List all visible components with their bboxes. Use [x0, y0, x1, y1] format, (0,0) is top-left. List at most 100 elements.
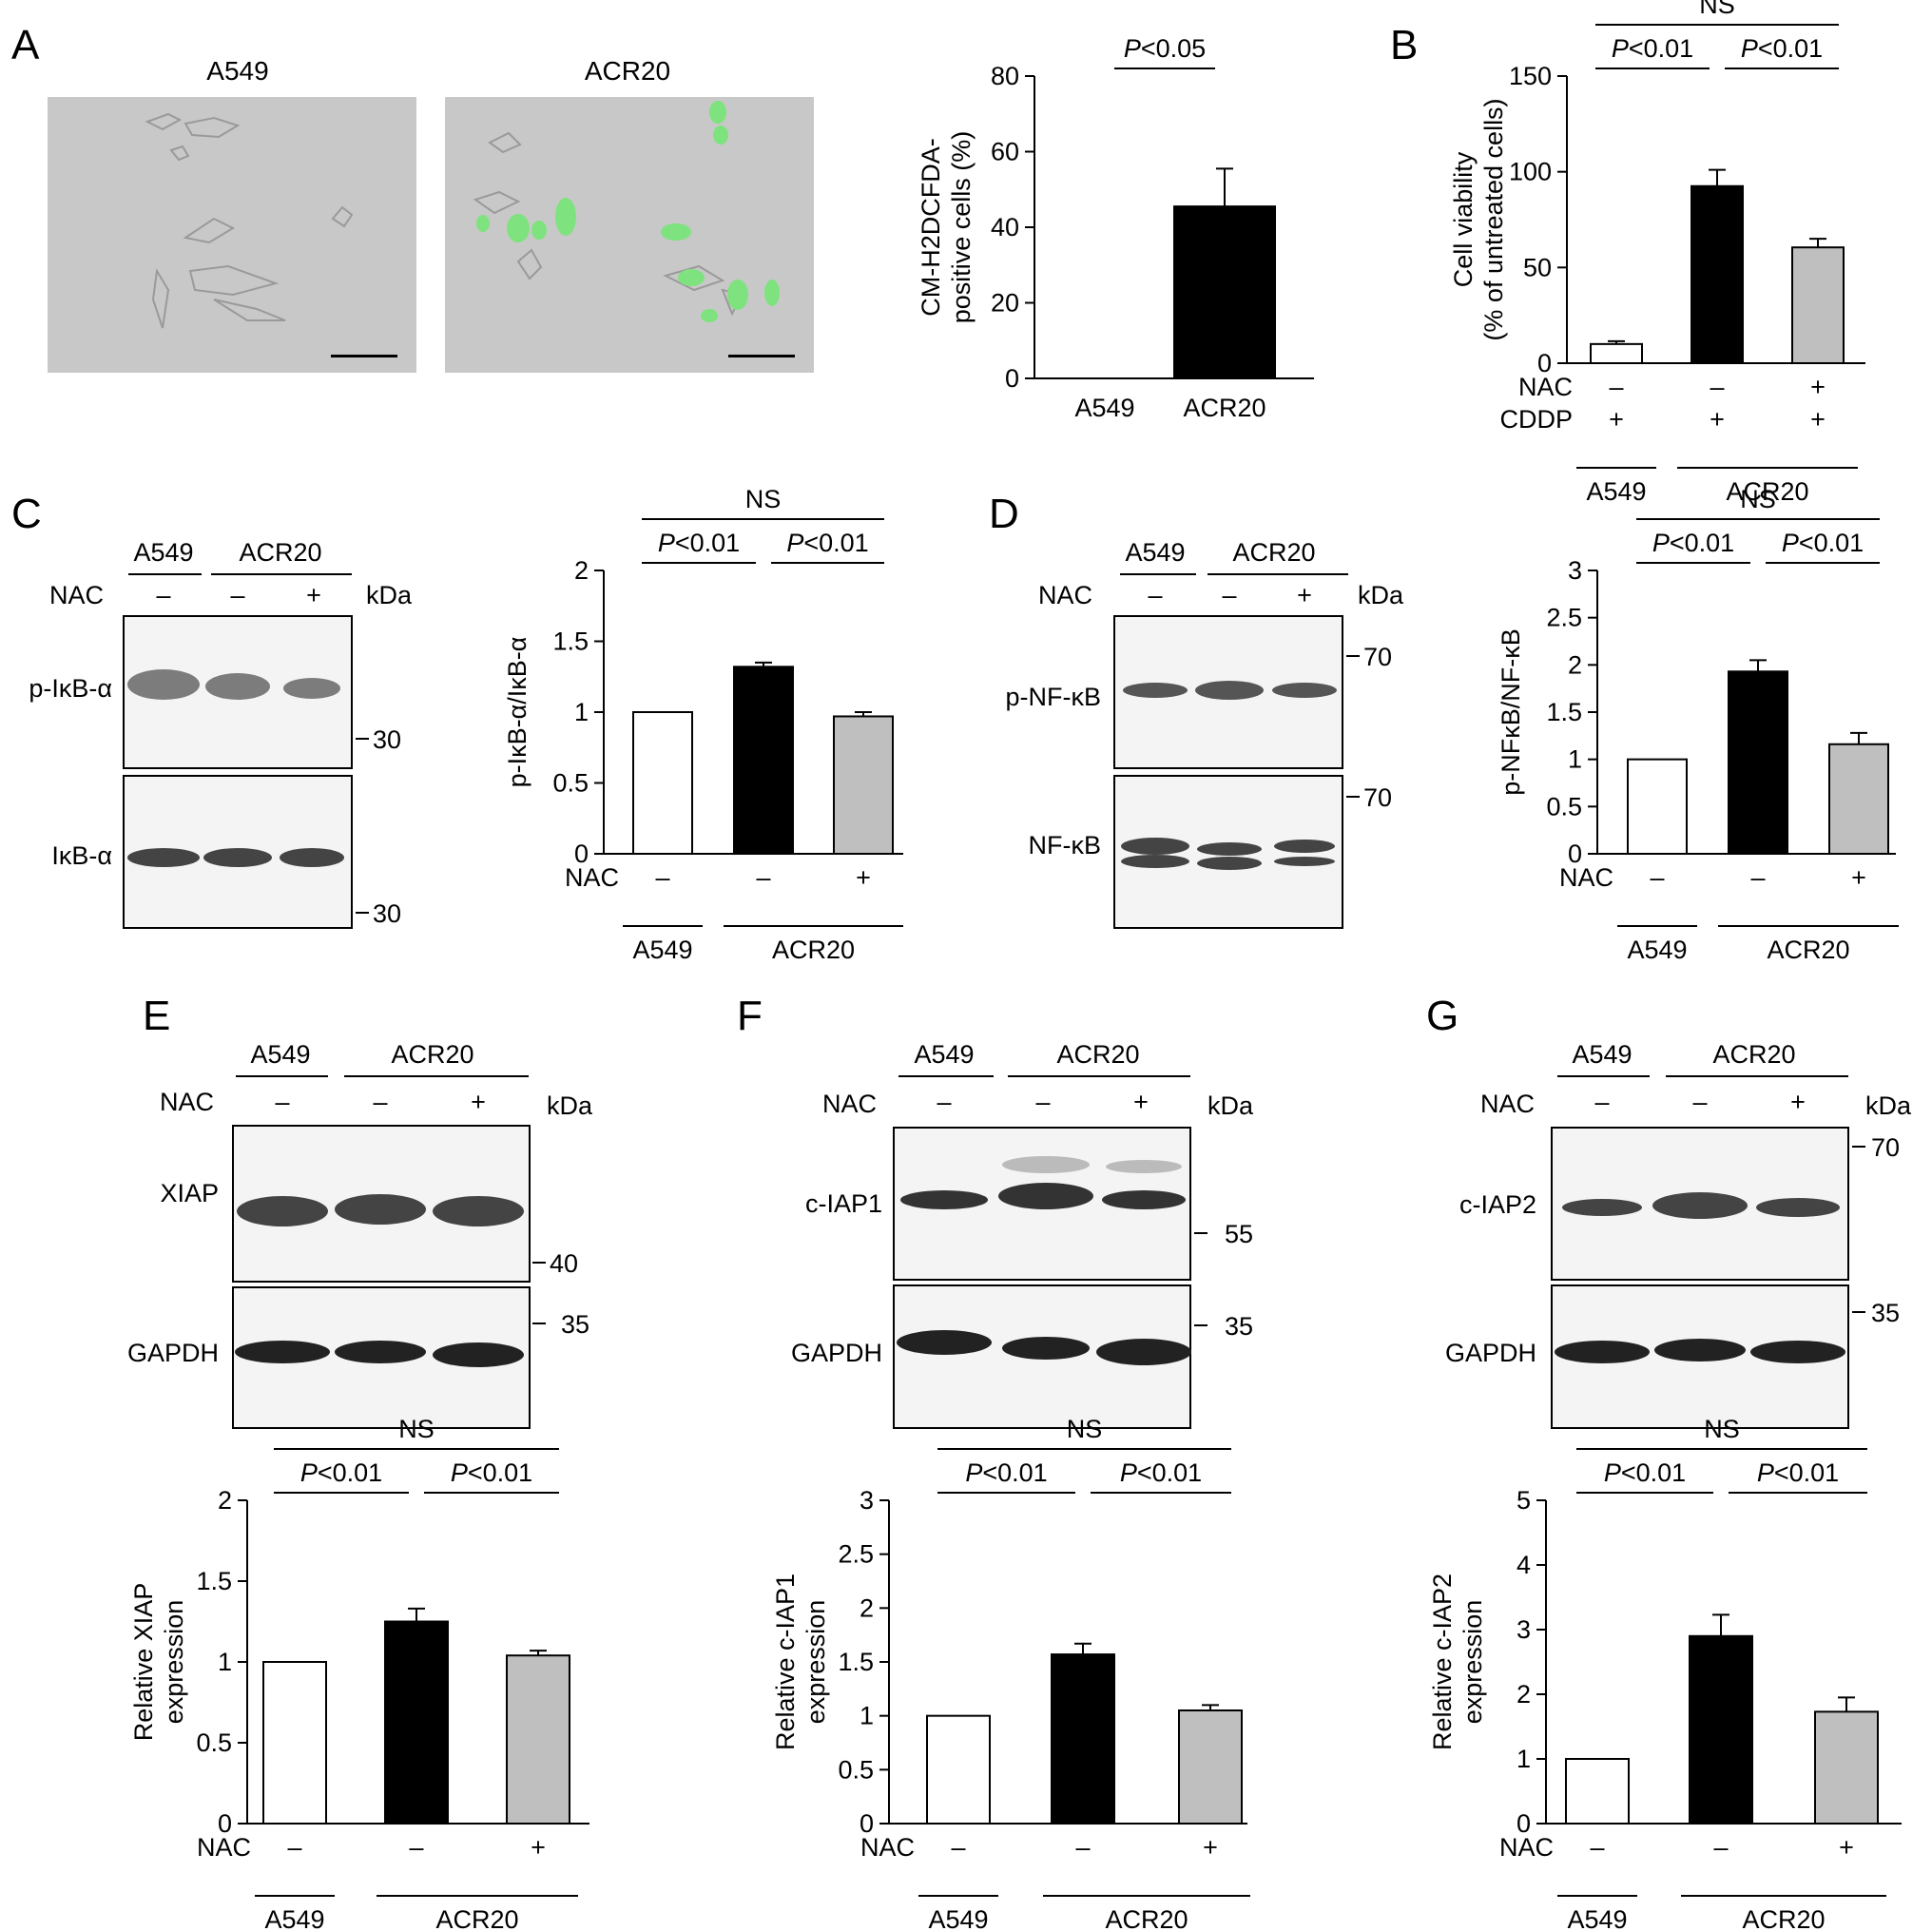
significance-label: P<0.01 — [1652, 529, 1734, 557]
blot-marker: 70 — [1871, 1133, 1900, 1162]
blot-lane-minus: – — [1594, 1088, 1609, 1116]
group-label: ACR20 — [1742, 1905, 1825, 1931]
blot-lane-minus: – — [1692, 1088, 1707, 1116]
significance-label: P<0.01 — [1782, 529, 1864, 557]
blot-panel-d: A549 ACR20 NAC – – + kDa p-NF-κB NF-κB 7… — [1006, 538, 1404, 929]
y-tick-label: 3 — [1568, 556, 1582, 585]
bar — [1791, 246, 1845, 364]
treatment-label: NAC — [1559, 863, 1613, 892]
y-tick-label: 60 — [991, 138, 1019, 166]
bar — [506, 1654, 570, 1825]
y-axis-label: Cell viability(% of untreated cells) — [1449, 98, 1508, 340]
treatment-value: – — [951, 1833, 965, 1862]
y-tick-label: 1.5 — [838, 1648, 874, 1676]
y-tick-label: 3 — [1517, 1615, 1531, 1644]
blot-kda-label: kDa — [547, 1091, 593, 1120]
y-axis-label: CM-H2DCFDA-positive cells (%) — [917, 131, 976, 324]
blot-panel-e: A549 ACR20 NAC – – + kDa XIAP GAPDH 40 3… — [127, 1040, 593, 1429]
blot-row-label: GAPDH — [127, 1339, 219, 1367]
group-label: A549 — [1586, 477, 1646, 506]
fluorescence-overlay-micrograph-icon — [445, 97, 814, 373]
treatment-label: NAC — [197, 1833, 251, 1862]
y-axis-label: Relative XIAPexpression — [129, 1583, 188, 1742]
y-tick-label: 2 — [574, 556, 589, 585]
blot-lane-minus: – — [230, 581, 244, 609]
treatment-value: + — [1810, 373, 1826, 401]
y-tick-label: 0 — [1568, 840, 1582, 868]
y-axis-label: p-NFκB/NF-κB — [1497, 628, 1525, 796]
y-tick-label: 0.5 — [1546, 792, 1582, 821]
blot-lane-plus: + — [471, 1088, 486, 1116]
y-tick-label: 0.5 — [196, 1728, 232, 1757]
blot-lane-minus: – — [373, 1088, 387, 1116]
blot-nac-label: NAC — [822, 1090, 877, 1118]
treatment-value: + — [856, 863, 871, 892]
blot-lane-minus: – — [937, 1088, 951, 1116]
y-tick-label: 1 — [218, 1648, 232, 1676]
significance-label: P<0.01 — [1120, 1458, 1202, 1487]
y-tick-label: 0.5 — [838, 1755, 874, 1784]
treatment-label: NAC — [1499, 1833, 1554, 1862]
y-tick-label: 4 — [1517, 1551, 1531, 1579]
y-tick-label: 3 — [860, 1486, 874, 1515]
micrograph-a549-label: A549 — [206, 56, 268, 86]
significance-label: NS — [745, 485, 782, 513]
significance-label: P<0.01 — [300, 1458, 382, 1487]
chart-a: 0 20 40 60 80 CM-H2DCFDA-positive cells (%) P<… — [917, 34, 1314, 422]
blot-panel-c: A549 ACR20 NAC – – + kDa p-IκB-α IκB-α 3… — [29, 538, 413, 929]
blot-lane-plus: + — [1297, 581, 1312, 609]
blot-lane-minus: – — [1148, 581, 1162, 609]
bar — [833, 715, 894, 855]
y-tick-label: 1 — [1568, 745, 1582, 774]
bar — [262, 1661, 327, 1825]
brightfield-micrograph-icon — [48, 97, 416, 373]
blot-kda-label: kDa — [366, 581, 413, 609]
significance-label: NS — [1704, 1415, 1740, 1443]
treatment-value: – — [409, 1833, 423, 1862]
group-label: ACR20 — [1105, 1905, 1188, 1931]
blot-row-label: p-IκB-α — [29, 674, 112, 703]
blot-marker: 35 — [561, 1310, 589, 1339]
blot-marker: 70 — [1363, 783, 1392, 812]
blot-group-a549: A549 — [1125, 538, 1185, 567]
bar — [1565, 1758, 1630, 1825]
treatment-value: – — [1609, 373, 1623, 401]
treatment-value: – — [1650, 863, 1664, 892]
significance-label: P<0.01 — [1612, 34, 1693, 63]
significance-label: NS — [1067, 1415, 1103, 1443]
y-tick-label: 2 — [218, 1486, 232, 1515]
bar — [926, 1714, 991, 1825]
significance-label: P<0.01 — [1741, 34, 1823, 63]
significance-label: P<0.01 — [658, 529, 740, 557]
blot-marker: 35 — [1871, 1299, 1900, 1327]
chart-e: 0 0.5 1 1.5 2 Relative XIAPexpression P<0.01 P<… — [129, 1415, 589, 1931]
y-tick-label: 2 — [1517, 1680, 1531, 1709]
blot-marker: 30 — [373, 725, 401, 754]
y-tick-label: 1.5 — [196, 1567, 232, 1595]
blot-lane-minus: – — [1222, 581, 1236, 609]
blot-nac-label: NAC — [1480, 1090, 1535, 1118]
treatment-value: + — [1839, 1833, 1854, 1862]
blot-row-label: c-IAP2 — [1459, 1190, 1536, 1219]
y-tick-label: 2 — [1568, 650, 1582, 679]
group-label: A549 — [1567, 1905, 1627, 1931]
y-tick-label: 150 — [1509, 62, 1552, 90]
blot-kda-label: kDa — [1358, 581, 1404, 609]
blot-row-label: p-NF-κB — [1006, 683, 1102, 711]
significance-label: NS — [398, 1415, 435, 1443]
bar — [1689, 1634, 1753, 1825]
blot-nac-label: NAC — [1038, 581, 1092, 609]
y-tick-label: 0 — [1537, 349, 1552, 377]
y-tick-label: 20 — [991, 289, 1019, 318]
panel-letter-b: B — [1390, 22, 1418, 68]
y-tick-label: 2.5 — [838, 1540, 874, 1569]
scale-bar — [331, 355, 397, 357]
bar — [1178, 1709, 1243, 1825]
y-tick-label: 0.5 — [552, 769, 589, 798]
y-tick-label: 50 — [1523, 253, 1552, 281]
scale-bar — [728, 355, 795, 357]
y-axis-label: Relative c-IAP1expression — [771, 1574, 830, 1750]
